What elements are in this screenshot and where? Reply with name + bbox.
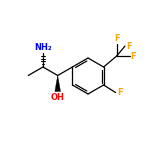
Text: F: F	[114, 34, 119, 43]
Text: NH₂: NH₂	[34, 43, 52, 52]
Text: F: F	[126, 42, 132, 51]
Text: OH: OH	[51, 93, 65, 102]
Text: F: F	[131, 52, 136, 61]
Text: F: F	[118, 88, 123, 97]
Polygon shape	[55, 76, 60, 92]
